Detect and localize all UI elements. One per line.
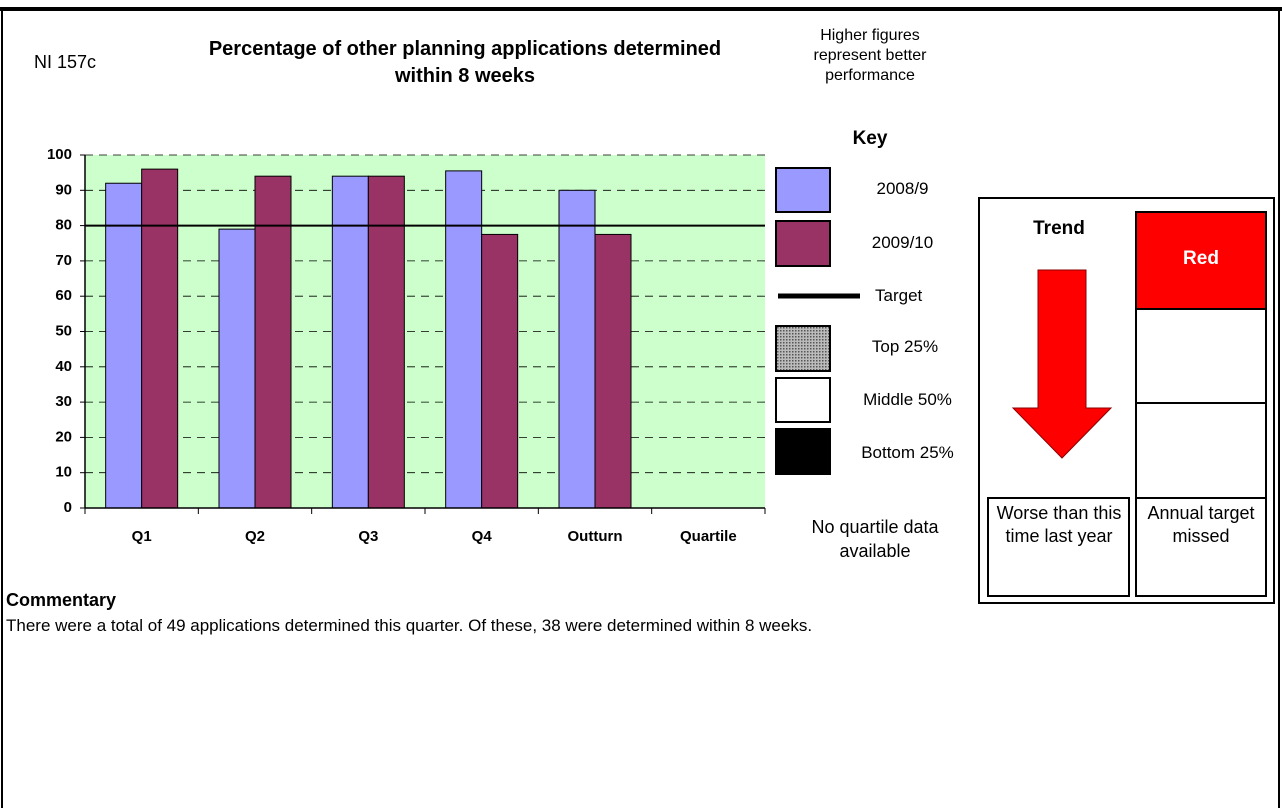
legend-label: 2009/10 [871, 233, 934, 252]
bar [105, 182, 143, 509]
y-tick-label: 10 [55, 464, 72, 481]
trend-title: Trend [1033, 218, 1085, 239]
bar [481, 233, 519, 509]
commentary-text: There were a total of 49 applications de… [6, 616, 813, 635]
bar [558, 189, 596, 509]
trend-text: Worse than this time last year [996, 503, 1122, 546]
key-title: Key [852, 128, 888, 149]
y-tick-label: 90 [55, 181, 72, 198]
legend-label: 2008/9 [876, 179, 929, 198]
quartile-note: No quartile data available [811, 517, 939, 561]
left-border [1, 7, 3, 808]
trend-arrow [1011, 269, 1113, 459]
key-item: Top 25% [871, 337, 939, 356]
rating-text: Annual target missed [1147, 503, 1255, 546]
bar [141, 168, 179, 509]
x-tick-label: Outturn [568, 528, 623, 545]
top-quartile-swatch [775, 325, 831, 372]
top-border [0, 7, 1282, 11]
bottom-quartile-swatch [775, 428, 831, 475]
trend-box [987, 497, 1130, 597]
middle-quartile-swatch [775, 377, 831, 423]
y-tick-label: 100 [47, 146, 72, 163]
y-tick-label: 40 [55, 358, 72, 375]
legend-swatch [775, 167, 831, 213]
bar [218, 228, 256, 509]
y-tick-label: 80 [55, 217, 72, 234]
rating-red [1135, 211, 1267, 310]
y-tick-label: 70 [55, 252, 72, 269]
legend-label: Target [875, 286, 923, 305]
bar [594, 233, 632, 509]
bar [445, 170, 483, 509]
rating-label: Red [1183, 248, 1219, 269]
x-tick-label: Q1 [132, 528, 152, 545]
rating-green [1135, 402, 1267, 499]
plot: 0 10 20 30 40 50 60 70 80 90 100 Q1 Q2 Q3 Q4 Outturn Qua… [47, 146, 766, 545]
commentary-title: Commentary [6, 590, 117, 610]
right-border [1278, 7, 1280, 808]
x-tick-label: Q3 [358, 528, 378, 545]
key-item: Bottom 25% [861, 443, 954, 462]
legend-swatch [775, 220, 831, 267]
x-tick-label: Q2 [245, 528, 265, 545]
y-tick-label: 60 [55, 287, 72, 304]
y-tick-label: 20 [55, 428, 72, 445]
note: Higher figures represent better performa… [813, 27, 927, 84]
key-item: Middle 50% [863, 390, 952, 409]
y-tick-label: 50 [55, 322, 72, 339]
y-tick-label: 30 [55, 393, 72, 410]
indicator-code: NI 157c [34, 52, 97, 72]
x-tick-label: Q4 [472, 528, 493, 545]
rating-box [1135, 497, 1267, 597]
bar [254, 175, 292, 509]
rating-amber [1135, 308, 1267, 404]
y-tick-label: 0 [64, 499, 72, 516]
x-tick-label: Quartile [680, 528, 737, 545]
chart-title: Percentage of other planning application… [208, 38, 722, 87]
